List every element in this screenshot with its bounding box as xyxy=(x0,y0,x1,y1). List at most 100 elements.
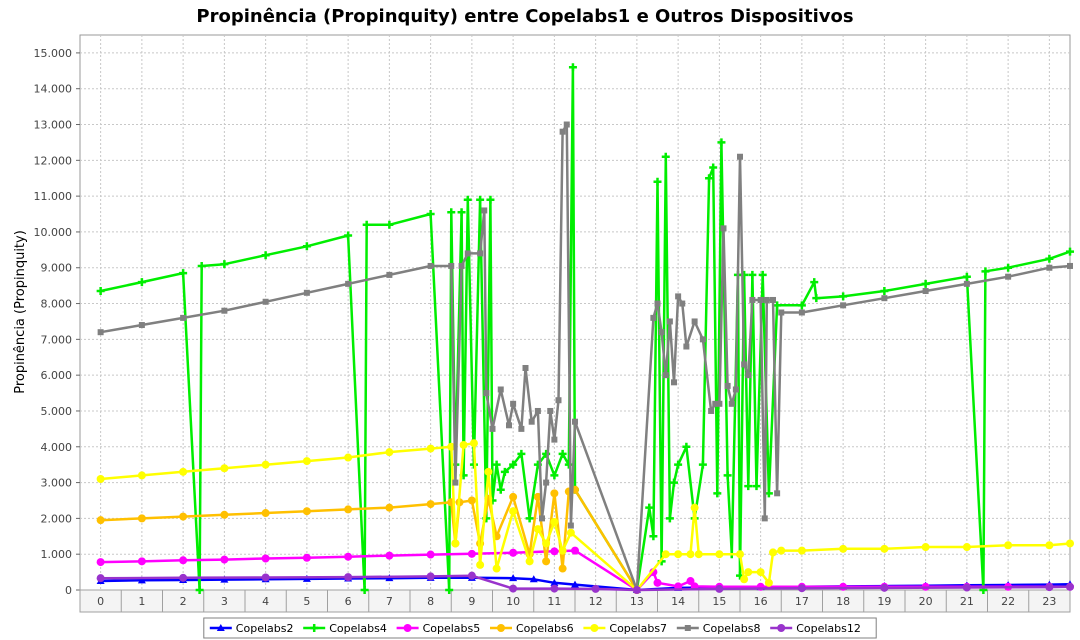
data-point xyxy=(881,295,888,302)
legend-marker xyxy=(497,624,505,632)
y-tick-label: 2.000 xyxy=(41,512,73,525)
data-point xyxy=(797,301,806,310)
data-point xyxy=(360,586,369,594)
data-point xyxy=(716,400,723,407)
data-point xyxy=(839,292,848,301)
data-point xyxy=(344,505,353,514)
data-point xyxy=(682,442,691,451)
data-point xyxy=(496,485,505,494)
data-point xyxy=(736,550,744,559)
legend-label: Copelabs7 xyxy=(609,622,667,635)
y-tick-label: 6.000 xyxy=(41,369,73,382)
data-point xyxy=(741,361,748,368)
x-tick-label: 10 xyxy=(506,595,520,608)
data-point xyxy=(797,584,806,593)
series-line xyxy=(100,574,1071,592)
data-point xyxy=(137,471,146,480)
data-point xyxy=(1004,263,1013,272)
data-point xyxy=(757,296,764,303)
data-point xyxy=(694,550,703,559)
data-point xyxy=(1066,539,1074,548)
data-point xyxy=(566,528,575,537)
data-point xyxy=(568,63,577,72)
data-point xyxy=(724,382,731,389)
data-point xyxy=(525,557,534,566)
x-tick-label: 19 xyxy=(877,595,891,608)
legend-item: Copelabs6 xyxy=(490,622,574,635)
data-point xyxy=(962,543,971,552)
series-Copelabs4 xyxy=(96,63,1074,594)
data-point xyxy=(571,546,579,555)
data-point xyxy=(708,407,715,414)
data-point xyxy=(550,547,559,556)
data-point xyxy=(302,553,311,562)
y-tick-label: 10.000 xyxy=(34,226,73,239)
data-point xyxy=(550,517,559,526)
x-tick-label: 9 xyxy=(468,595,475,608)
x-tick-label: 22 xyxy=(1001,595,1015,608)
y-tick-label: 1.000 xyxy=(41,548,73,561)
data-point xyxy=(654,300,661,307)
data-point xyxy=(555,397,562,404)
data-point xyxy=(302,507,311,516)
x-tick-label: 15 xyxy=(712,595,726,608)
data-point xyxy=(518,425,525,432)
data-point xyxy=(385,448,394,457)
data-point xyxy=(653,177,662,186)
data-point xyxy=(558,449,567,458)
data-point xyxy=(137,514,146,523)
data-point xyxy=(458,262,465,269)
data-point xyxy=(96,574,105,583)
data-point xyxy=(572,418,578,425)
data-point xyxy=(698,460,707,469)
data-point xyxy=(261,460,270,469)
data-point xyxy=(510,400,517,407)
data-point xyxy=(705,174,714,183)
data-point xyxy=(261,554,270,563)
y-tick-label: 8.000 xyxy=(41,298,73,311)
y-axis-label: Propinência (Propinquity) xyxy=(13,230,28,394)
y-tick-label: 7.000 xyxy=(41,333,73,346)
data-point xyxy=(563,121,570,128)
x-tick-label: 13 xyxy=(630,595,644,608)
data-point xyxy=(1045,541,1054,550)
data-point xyxy=(728,400,735,407)
data-point xyxy=(550,584,559,593)
x-tick-label: 16 xyxy=(754,595,768,608)
data-point xyxy=(457,208,466,217)
data-point xyxy=(661,152,670,161)
data-point xyxy=(509,492,518,501)
data-point xyxy=(810,278,819,287)
x-tick-label: 21 xyxy=(960,595,974,608)
series-Copelabs12 xyxy=(96,571,1074,594)
data-point xyxy=(448,262,455,269)
data-point xyxy=(517,449,526,458)
legend-label: Copelabs4 xyxy=(329,622,387,635)
data-point xyxy=(492,564,501,573)
x-tick-label: 6 xyxy=(345,595,352,608)
data-point xyxy=(666,318,673,325)
data-point xyxy=(344,231,353,240)
data-point xyxy=(426,550,435,559)
data-point xyxy=(525,514,534,523)
data-point xyxy=(778,309,785,316)
data-point xyxy=(715,584,724,593)
x-tick-label: 0 xyxy=(97,595,104,608)
data-point xyxy=(96,558,105,567)
data-point xyxy=(764,578,773,587)
data-point xyxy=(481,207,488,214)
data-point xyxy=(179,467,188,476)
data-point xyxy=(1066,582,1074,591)
y-tick-label: 3.000 xyxy=(41,477,73,490)
data-point xyxy=(674,550,683,559)
data-point xyxy=(467,496,476,505)
data-point xyxy=(97,329,104,336)
y-tick-label: 9.000 xyxy=(41,262,73,275)
legend-marker xyxy=(590,624,599,632)
data-point xyxy=(758,270,767,279)
data-point xyxy=(880,287,889,296)
x-tick-label: 17 xyxy=(795,595,809,608)
data-point xyxy=(550,489,559,498)
legend-marker xyxy=(684,625,691,631)
data-point xyxy=(1046,264,1053,271)
